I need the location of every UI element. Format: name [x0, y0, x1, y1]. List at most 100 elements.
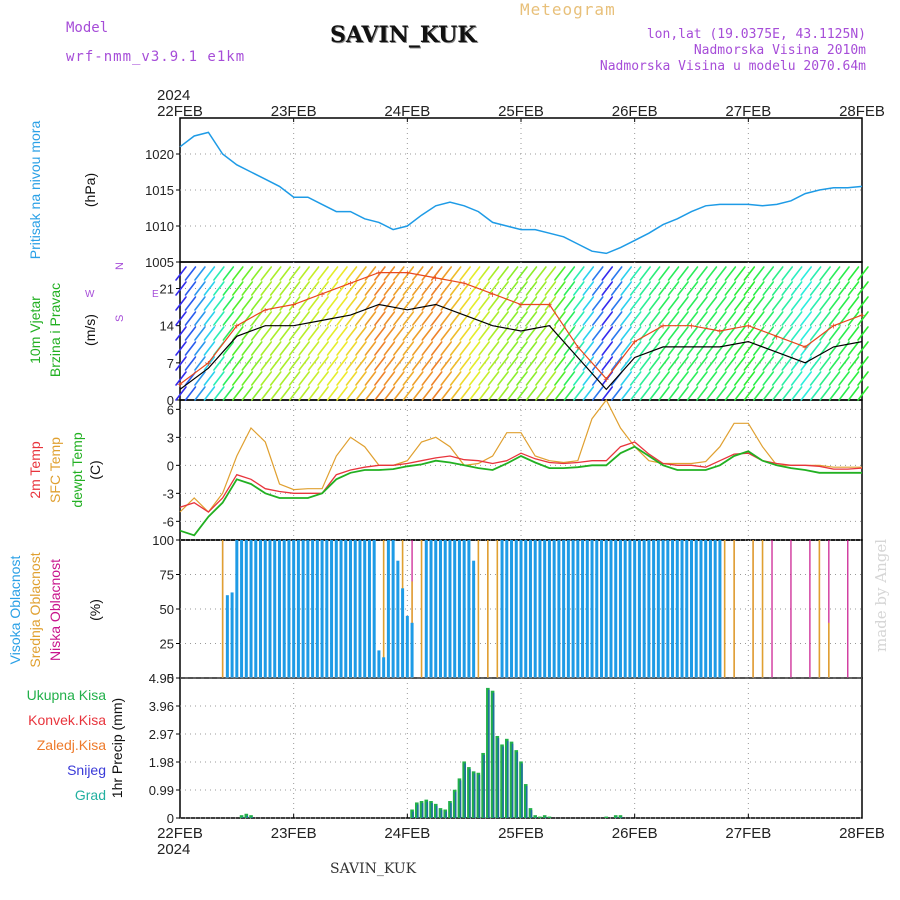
wind-barb: [809, 371, 822, 386]
cloud-bar-high: [623, 540, 627, 678]
wind-barb: [629, 266, 642, 281]
wind-barb: [497, 281, 509, 296]
wind-barb: [184, 266, 197, 281]
wind-barb: [696, 386, 708, 401]
wind-barb: [449, 326, 462, 341]
wind-barb: [648, 281, 661, 296]
cloud-bar-low: [809, 540, 811, 678]
time-tick-label-bottom: 23FEB: [271, 825, 317, 842]
wind-barb: [610, 311, 623, 326]
wind-barb: [393, 311, 405, 326]
wind-barb: [516, 371, 528, 386]
wind-barb: [629, 296, 642, 311]
wind-dir-legend-n: N: [114, 262, 126, 270]
wind-barb: [345, 356, 358, 371]
wind-barb: [667, 371, 680, 386]
precip-bar: [462, 761, 466, 818]
wind-barb: [213, 386, 225, 401]
wind-barb: [440, 326, 453, 341]
precip-bar: [514, 750, 519, 818]
wind-barb: [535, 266, 547, 281]
wind-gust-marker: +: [319, 290, 325, 301]
wind-barb: [563, 266, 576, 281]
wind-barb: [667, 281, 680, 296]
precip-bar-shade: [535, 817, 538, 818]
wind-gust-marker: +: [660, 322, 666, 333]
wind-barb: [393, 386, 405, 401]
wind-barb: [629, 281, 642, 296]
wind-barb: [307, 386, 320, 401]
wind-barb: [345, 281, 358, 296]
wind-barb: [677, 266, 689, 281]
precip-bar-shade: [497, 737, 500, 818]
wind-barb: [838, 386, 850, 401]
wind-barb: [393, 341, 405, 356]
wind-barb: [468, 356, 481, 371]
wind-barb: [288, 386, 301, 401]
wind-gust-marker: +: [603, 375, 609, 386]
wind-barb: [317, 296, 329, 311]
wind-barb: [696, 326, 708, 341]
wind-barb: [696, 371, 708, 386]
wind-barb: [800, 266, 812, 281]
wind-barb: [724, 281, 737, 296]
wind-barb: [393, 266, 405, 281]
wind-barb: [677, 356, 689, 371]
wind-barb: [629, 386, 642, 401]
cloud-bar-high: [306, 540, 310, 678]
cloud-bar-high: [334, 540, 338, 678]
wind-barb: [497, 386, 509, 401]
y-tick-label: 2.97: [149, 727, 174, 742]
wind-barb: [298, 386, 310, 401]
wind-barb: [345, 296, 358, 311]
wind-barb: [497, 356, 509, 371]
cloud-bar-mid: [420, 540, 423, 678]
cloud-bar-high: [391, 540, 395, 678]
wind-barb: [213, 371, 225, 386]
cloud-bar-high: [538, 540, 542, 678]
cloud-bar-high: [713, 540, 717, 678]
y-tick-label: 1015: [145, 183, 174, 198]
wind-gust-marker: +: [689, 322, 695, 333]
wind-barb: [184, 281, 197, 296]
wind-gust-marker: +: [575, 343, 581, 354]
wind-barb: [383, 281, 396, 296]
wind-barb: [279, 341, 291, 356]
wind-barb: [298, 356, 310, 371]
precip-bar-shade: [615, 817, 618, 818]
wind-barb: [724, 311, 737, 326]
wind-barb: [743, 266, 756, 281]
temp-sfc-line: [179, 398, 862, 513]
wind-barb: [724, 326, 737, 341]
wind-barb: [828, 311, 841, 326]
wind-barb: [819, 311, 831, 326]
pressure-axis-title: Pritisak na nivou mora: [27, 121, 43, 260]
cloud-bar-high: [647, 540, 651, 678]
wind-barb: [364, 281, 377, 296]
wind-barb: [781, 371, 794, 386]
y-tick-label: 14: [160, 319, 174, 334]
wind-barb: [468, 326, 481, 341]
precip-bar-shade: [506, 740, 509, 818]
time-tick-label-bottom: 28FEB: [839, 825, 885, 842]
wind-barb: [298, 266, 310, 281]
wind-barb: [563, 296, 576, 311]
wind-barb: [771, 311, 784, 326]
wind-barb: [847, 371, 860, 386]
precip-legend-item: Zaledj.Kisa: [37, 737, 106, 753]
wind-barb: [743, 356, 756, 371]
precip-bar-shade: [620, 817, 623, 818]
wind-barb: [629, 356, 642, 371]
wind-barb: [734, 281, 746, 296]
wind-barb: [260, 281, 273, 296]
wind-barb: [648, 266, 661, 281]
wind-barb: [734, 326, 746, 341]
precip-bar-shade: [530, 810, 533, 818]
cloud-bar-high: [680, 540, 684, 678]
wind-barb: [525, 296, 538, 311]
wind-barb: [459, 311, 471, 326]
wind-barb: [421, 326, 434, 341]
precip-bar-shade: [417, 804, 419, 818]
wind-barb: [449, 311, 462, 326]
wind-barb: [203, 371, 216, 386]
